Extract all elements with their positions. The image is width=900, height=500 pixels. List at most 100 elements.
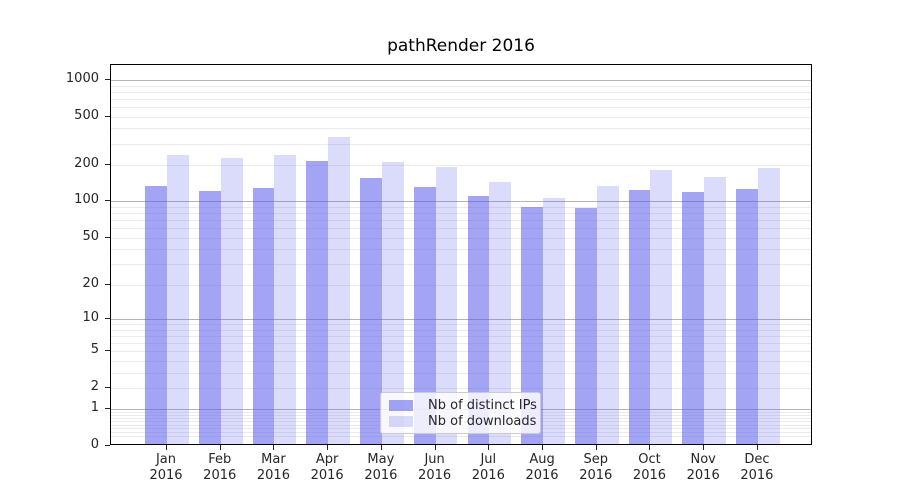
gridline-minor <box>111 335 811 337</box>
gridline-minor <box>111 213 811 215</box>
y-tick-label: 100 <box>74 192 99 208</box>
gridline-major <box>111 318 811 320</box>
gridline-minor <box>111 342 811 344</box>
gridline-minor <box>111 165 811 166</box>
x-tick-mark <box>756 445 758 450</box>
y-tick-mark <box>105 408 110 410</box>
gridline-major <box>111 79 811 81</box>
y-tick-mark <box>105 350 110 352</box>
y-tick-mark <box>105 164 110 165</box>
legend-label-downloads: Nb of downloads <box>428 413 537 429</box>
y-tick-mark <box>105 283 110 285</box>
x-tick-label: Mar 2016 <box>256 452 290 483</box>
bar-downloads <box>650 170 673 444</box>
gridline-minor <box>111 228 811 230</box>
x-tick-mark <box>273 445 275 450</box>
x-tick-label: Sep 2016 <box>579 452 613 483</box>
bar-downloads <box>328 136 350 444</box>
bar-downloads <box>543 198 565 444</box>
bar-distinct-ips <box>736 188 758 444</box>
chart-title: pathRender 2016 <box>387 36 535 56</box>
gridline-minor <box>111 360 811 362</box>
bar-downloads <box>274 154 297 444</box>
x-tick-label: Aug 2016 <box>525 452 559 483</box>
bar-downloads <box>220 158 243 444</box>
y-tick-label: 5 <box>90 342 99 358</box>
y-tick-mark <box>105 78 110 80</box>
y-tick-label: 50 <box>82 228 99 244</box>
x-tick-mark <box>595 445 597 450</box>
x-tick-label: Jun 2016 <box>418 452 452 483</box>
y-tick-label: 1 <box>90 400 99 416</box>
y-tick-label: 1000 <box>65 70 99 86</box>
gridline-minor <box>111 436 811 438</box>
legend-item-distinct-ips: Nb of distinct IPs <box>389 398 537 413</box>
y-tick-mark <box>105 445 110 446</box>
y-tick-mark <box>105 317 110 319</box>
y-tick-mark <box>105 236 110 238</box>
gridline-minor <box>111 128 811 130</box>
gridline-minor <box>111 143 811 145</box>
bar-distinct-ips <box>467 195 490 444</box>
legend-label-distinct-ips: Nb of distinct IPs <box>428 397 537 413</box>
legend-swatch-downloads <box>389 415 413 427</box>
x-tick-label: Jan 2016 <box>149 452 183 483</box>
bar-distinct-ips <box>521 206 544 444</box>
bar-downloads <box>596 186 619 444</box>
gridline-minor <box>111 387 811 389</box>
bar-downloads <box>757 168 780 444</box>
gridline-minor <box>111 106 811 108</box>
gridline-minor <box>111 85 811 87</box>
bar-downloads <box>381 162 404 444</box>
x-tick-mark <box>166 445 167 450</box>
gridline-minor <box>111 237 811 239</box>
x-tick-mark <box>542 445 544 450</box>
bar-downloads <box>435 166 458 444</box>
bar-downloads <box>704 177 726 444</box>
x-tick-mark <box>219 445 221 450</box>
x-tick-mark <box>380 445 382 450</box>
y-tick-label: 2 <box>90 378 99 394</box>
bar-distinct-ips <box>574 208 597 444</box>
x-tick-mark <box>703 445 705 450</box>
bar-downloads <box>489 181 512 444</box>
gridline-minor <box>111 220 811 222</box>
gridline-minor <box>111 116 811 118</box>
y-tick-mark <box>105 200 110 202</box>
gridline-minor <box>111 324 811 325</box>
gridline-minor <box>111 206 811 208</box>
x-tick-mark <box>649 445 651 450</box>
x-tick-mark <box>434 445 436 450</box>
y-tick-label: 20 <box>82 275 99 291</box>
bar-distinct-ips <box>198 190 221 444</box>
y-tick-mark <box>105 115 110 117</box>
gridline-minor <box>111 98 811 100</box>
y-tick-label: 200 <box>74 156 99 171</box>
gridline-minor <box>111 372 811 374</box>
bar-distinct-ips <box>628 190 651 444</box>
bar-distinct-ips <box>413 186 436 444</box>
bar-distinct-ips <box>252 188 275 444</box>
y-tick-label: 500 <box>74 107 99 123</box>
x-tick-label: Oct 2016 <box>632 452 667 483</box>
y-tick-label: 10 <box>82 309 99 325</box>
x-tick-label: Jul 2016 <box>471 452 505 483</box>
x-tick-mark <box>488 445 490 450</box>
gridline-minor <box>111 249 811 251</box>
x-tick-label: Nov 2016 <box>686 452 720 483</box>
y-tick-label: 0 <box>90 437 99 452</box>
x-tick-label: Apr 2016 <box>310 452 344 483</box>
y-tick-mark <box>105 386 110 388</box>
x-tick-label: Feb 2016 <box>203 452 237 483</box>
bar-distinct-ips <box>306 160 329 444</box>
legend-item-downloads: Nb of downloads <box>389 414 536 429</box>
x-tick-mark <box>327 445 329 450</box>
gridline-minor <box>111 284 811 286</box>
gridline-minor <box>111 264 811 266</box>
bar-downloads <box>167 155 189 444</box>
plot-area <box>110 64 812 445</box>
gridline-minor <box>111 351 811 353</box>
gridline-minor <box>111 329 811 331</box>
bar-distinct-ips <box>360 178 382 444</box>
